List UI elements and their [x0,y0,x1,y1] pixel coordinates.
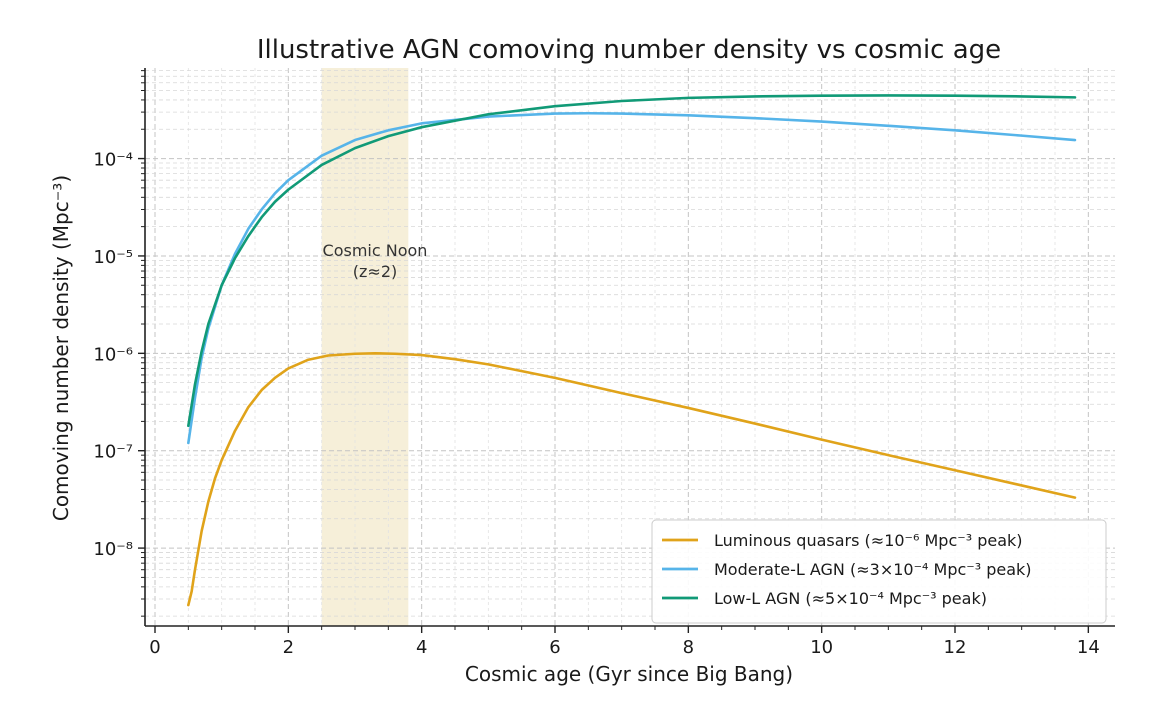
y-tick-label: 10⁻⁵ [93,247,133,268]
y-tick-label: 10⁻⁴ [93,150,133,171]
series-line [187,352,1077,607]
x-tick-label: 6 [549,637,560,658]
x-axis-label: Cosmic age (Gyr since Big Bang) [465,662,793,686]
plot-area: Cosmic Noon(z≈2) 0 2 4 6 8 10 12 14 10⁻⁸10⁻⁷10⁻… [93,68,1115,658]
legend-entry-label: Luminous quasars (≈10⁻⁶ Mpc⁻³ peak) [714,531,1023,550]
legend-box [651,519,1107,624]
series-line [187,94,1077,428]
x-tick-label: 12 [944,637,967,658]
x-tick-label: 10 [810,637,833,658]
annotation-text: (z≈2) [353,262,397,281]
x-tick-label: 8 [683,637,694,658]
y-tick-label: 10⁻⁶ [93,344,133,365]
shaded-band-layer [321,68,409,626]
y-ticks: 10⁻⁸ 10⁻⁷ 10⁻⁶ 10⁻⁵ 10⁻⁴ [93,70,145,617]
y-tick-label: 10⁻⁷ [93,442,133,463]
annotation-layer: Cosmic Noon (z≈2) [323,241,428,281]
legend: Luminous quasars (≈10⁻⁶ Mpc⁻³ peak) Moder… [651,519,1107,624]
x-tick-label: 14 [1077,637,1100,658]
y-axis-label: Comoving number density (Mpc⁻³) [49,175,73,521]
legend-entry-label: Low-L AGN (≈5×10⁻⁴ Mpc⁻³ peak) [714,589,987,608]
x-tick-label: 4 [416,637,427,658]
y-tick-label: 10⁻⁸ [93,539,133,560]
series-layer [187,94,1077,607]
cosmic-noon-band [321,68,409,626]
x-tick-label: 2 [283,637,294,658]
x-tick-label: 0 [149,637,160,658]
annotation-text: Cosmic Noon [323,241,428,260]
x-ticks: 0 2 4 6 8 10 12 14 [149,626,1100,658]
chart-title: Illustrative AGN comoving number density… [257,35,1001,65]
legend-entry-label: Moderate-L AGN (≈3×10⁻⁴ Mpc⁻³ peak) [714,560,1032,579]
axes-layer [144,68,1115,627]
